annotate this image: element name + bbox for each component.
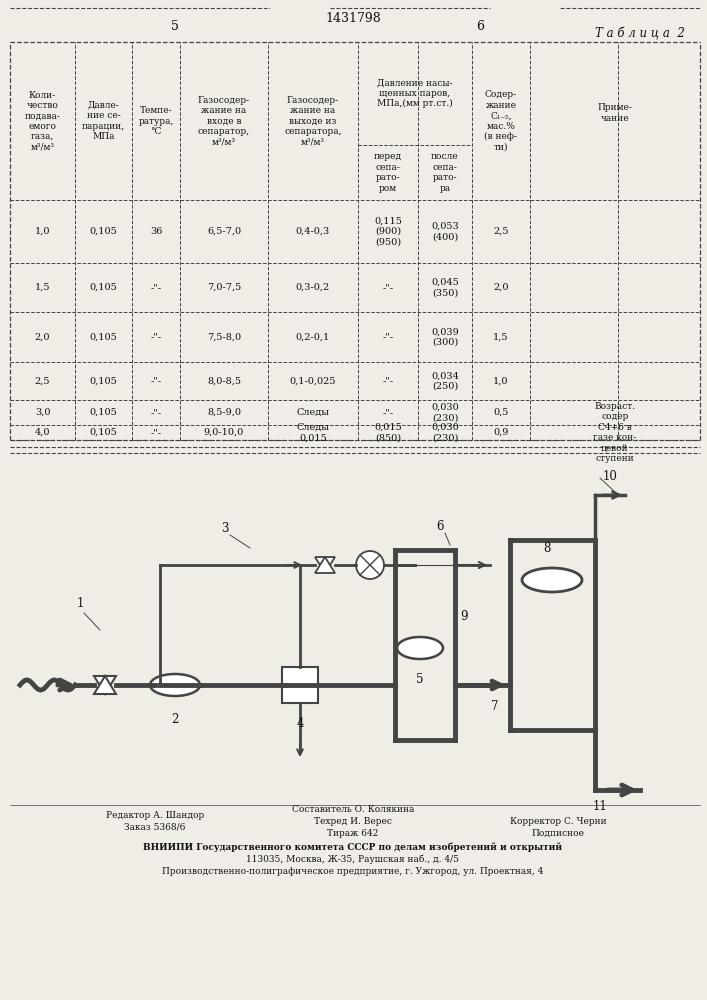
Text: 0,1-0,025: 0,1-0,025 [290,376,337,385]
Text: Составитель О. Колякина: Составитель О. Колякина [292,805,414,814]
Text: Заказ 5368/6: Заказ 5368/6 [124,823,186,832]
Text: 2,0: 2,0 [35,332,50,342]
Text: 6: 6 [436,520,444,533]
Polygon shape [94,676,116,694]
Text: Следы: Следы [296,408,329,417]
Text: 0,115
(900)
(950): 0,115 (900) (950) [374,217,402,246]
Text: Т а б л и ц а  2: Т а б л и ц а 2 [595,27,685,41]
Text: 0,034
(250): 0,034 (250) [431,371,459,391]
Text: 7,0-7,5: 7,0-7,5 [207,283,241,292]
Text: 36: 36 [150,227,162,236]
Text: 0,9: 0,9 [493,428,509,437]
Text: 0,030
(230): 0,030 (230) [431,403,459,422]
Text: 2,5: 2,5 [35,376,50,385]
Text: 5: 5 [416,673,423,686]
Text: -"-: -"- [151,376,162,385]
Text: 0,015
(850): 0,015 (850) [374,423,402,442]
Text: 0,3-0,2: 0,3-0,2 [296,283,330,292]
Text: -"-: -"- [151,332,162,342]
Ellipse shape [150,674,200,696]
Text: 2,0: 2,0 [493,283,509,292]
Text: Давление насы-
щенных паров,
МПа,(мм рт.ст.): Давление насы- щенных паров, МПа,(мм рт.… [377,79,453,108]
Text: 0,053
(400): 0,053 (400) [431,222,459,241]
Text: Приме-
чание: Приме- чание [597,103,633,123]
Text: 0,5: 0,5 [493,408,509,417]
Text: 11: 11 [592,800,607,813]
Text: -"-: -"- [382,376,394,385]
Text: -"-: -"- [151,283,162,292]
Text: 1,5: 1,5 [35,283,50,292]
Text: 0,105: 0,105 [90,283,117,292]
Text: Тираж 642: Тираж 642 [327,829,379,838]
Text: -"-: -"- [151,428,162,437]
Text: Коли-
чество
подава-
емого
газа,
м³/м³: Коли- чество подава- емого газа, м³/м³ [25,91,60,151]
Circle shape [356,551,384,579]
Text: 0,105: 0,105 [90,408,117,417]
Text: 1431798: 1431798 [325,11,381,24]
Text: Техред И. Верес: Техред И. Верес [314,817,392,826]
Text: -"-: -"- [151,408,162,417]
Text: 8,0-8,5: 8,0-8,5 [207,376,241,385]
Polygon shape [315,557,335,573]
Text: 8: 8 [543,542,551,555]
Text: 4: 4 [296,717,304,730]
Text: 0,039
(300): 0,039 (300) [431,327,459,347]
Text: -"-: -"- [382,332,394,342]
Text: 7,5-8,0: 7,5-8,0 [207,332,241,342]
Text: 0,105: 0,105 [90,376,117,385]
Text: 3: 3 [221,522,229,535]
Text: 4,0: 4,0 [35,428,50,437]
Text: 2,5: 2,5 [493,227,509,236]
Text: Газосодер-
жание на
выходе из
сепаратора,
м³/м³: Газосодер- жание на выходе из сепаратора… [284,96,341,146]
Text: 0,105: 0,105 [90,227,117,236]
Text: 1: 1 [76,597,83,610]
Text: Давле-
ние се-
парации,
МПа: Давле- ние се- парации, МПа [82,101,125,141]
Text: 2: 2 [171,713,179,726]
Text: 6: 6 [476,19,484,32]
Polygon shape [94,676,116,694]
Text: Редактор А. Шандор: Редактор А. Шандор [106,811,204,820]
Text: 0,105: 0,105 [90,428,117,437]
Text: Содер-
жание
С₁₋₅,
мас.%
(в неф-
ти): Содер- жание С₁₋₅, мас.% (в неф- ти) [484,90,518,152]
Text: Производственно-полиграфическое предприятие, г. Ужгород, ул. Проектная, 4: Производственно-полиграфическое предприя… [163,867,544,876]
Text: Темпе-
ратура,
°С: Темпе- ратура, °С [139,106,174,136]
Text: Возраст.
содер
С4+6 в
газе кон-
цевой
ступени: Возраст. содер С4+6 в газе кон- цевой ст… [593,402,636,463]
Text: 7: 7 [491,700,498,713]
Text: ВНИИПИ Государственного комитета СССР по делам изобретений и открытий: ВНИИПИ Государственного комитета СССР по… [144,842,563,852]
Text: 113035, Москва, Ж-35, Раушская наб., д. 4/5: 113035, Москва, Ж-35, Раушская наб., д. … [247,854,460,864]
Ellipse shape [397,637,443,659]
Text: Подписное: Подписное [532,829,585,838]
Text: 9: 9 [460,610,467,623]
Ellipse shape [522,568,582,592]
Text: перед
сепа-
рато-
ром: перед сепа- рато- ром [374,152,402,193]
Text: -"-: -"- [382,283,394,292]
Text: Корректор С. Черни: Корректор С. Черни [510,817,607,826]
Text: 5: 5 [171,19,179,32]
Text: 1,5: 1,5 [493,332,509,342]
Text: Газосодер-
жание на
входе в
сепаратор,
м³/м³: Газосодер- жание на входе в сепаратор, м… [198,96,250,146]
Text: Следы
0,015: Следы 0,015 [296,423,329,442]
Text: 9,0-10,0: 9,0-10,0 [204,428,244,437]
Text: 10: 10 [602,470,617,483]
Text: 0,105: 0,105 [90,332,117,342]
Text: 3,0: 3,0 [35,408,50,417]
Text: 0,2-0,1: 0,2-0,1 [296,332,330,342]
Text: 0,4-0,3: 0,4-0,3 [296,227,330,236]
Text: 0,030
(230): 0,030 (230) [431,423,459,442]
Text: 1,0: 1,0 [493,376,509,385]
Text: после
сепа-
рато-
ра: после сепа- рато- ра [431,152,459,193]
Text: 8,5-9,0: 8,5-9,0 [207,408,241,417]
Polygon shape [315,557,335,573]
Text: 1,0: 1,0 [35,227,50,236]
Text: -"-: -"- [382,408,394,417]
Bar [282,667,318,703]
Text: 0,045
(350): 0,045 (350) [431,278,459,297]
Text: 6,5-7,0: 6,5-7,0 [207,227,241,236]
